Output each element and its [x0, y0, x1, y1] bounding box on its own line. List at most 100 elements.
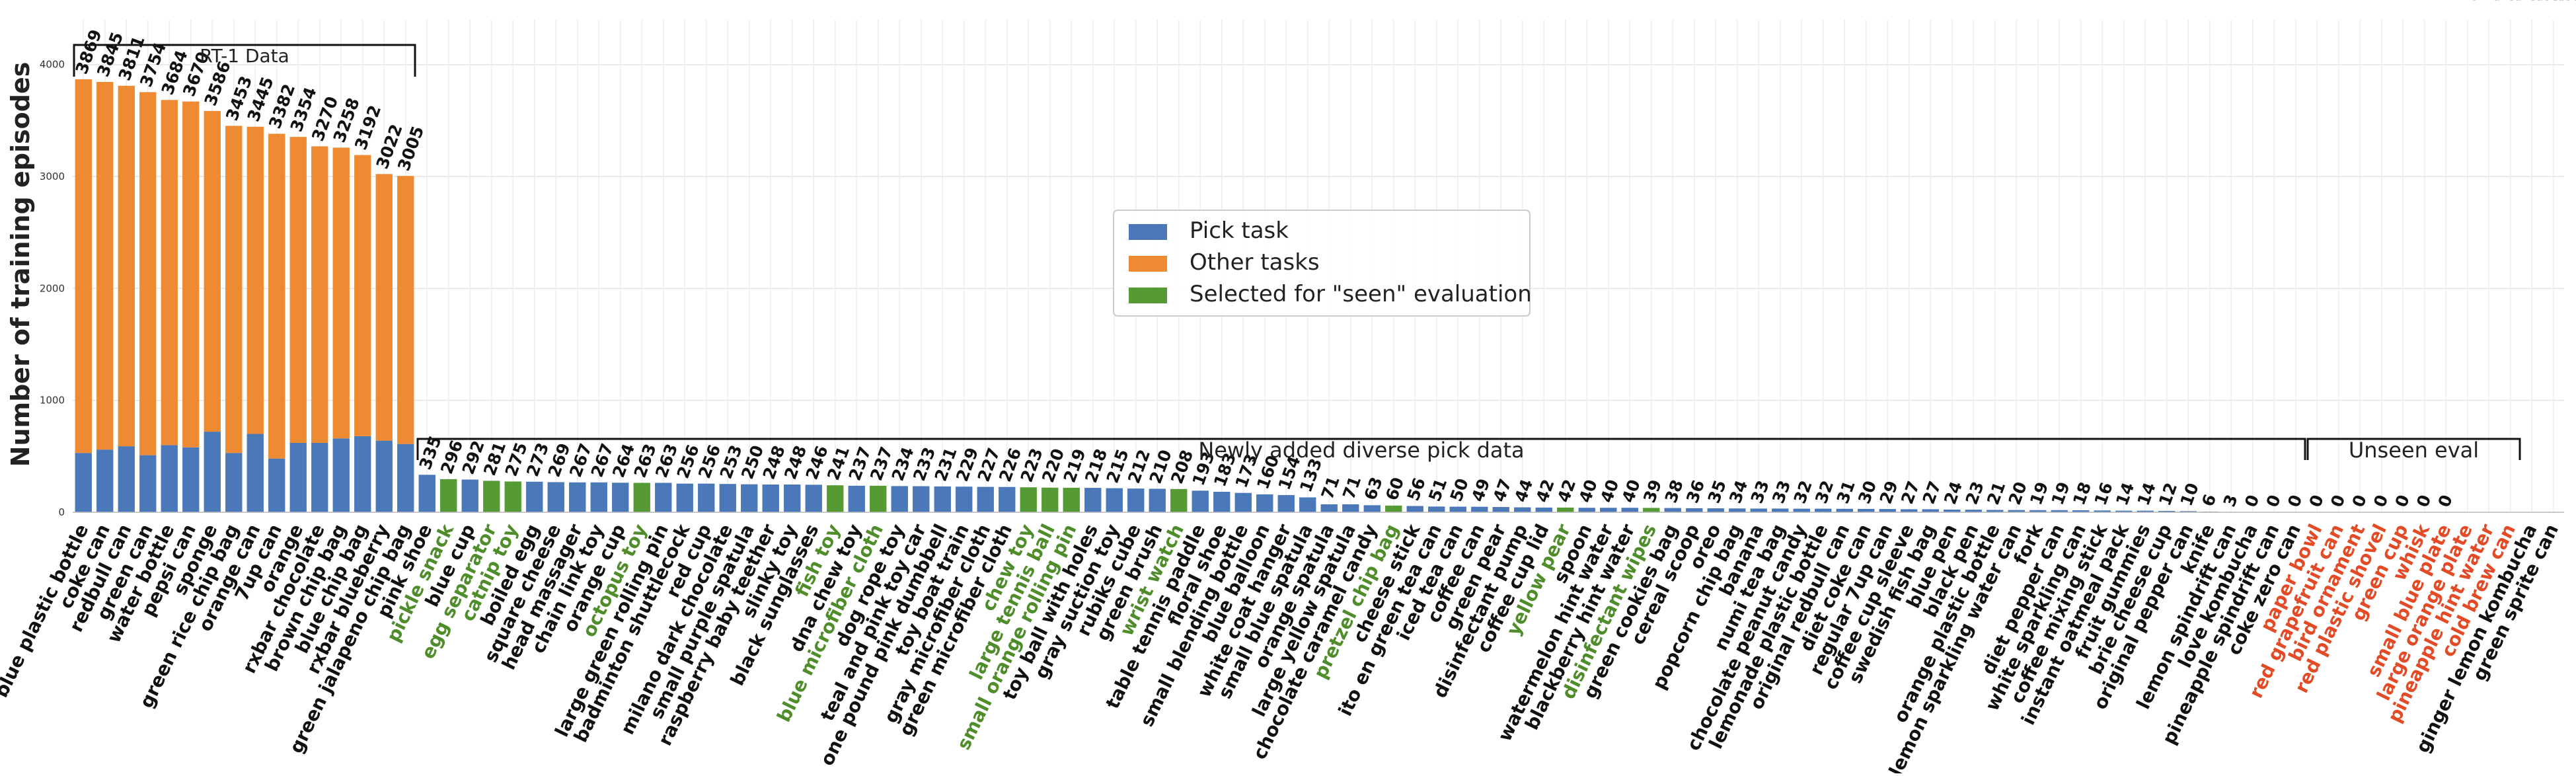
value-label: 50	[1447, 476, 1472, 504]
bar-pick	[1514, 507, 1531, 512]
bar-pick	[289, 443, 307, 512]
bar-pick	[676, 483, 693, 512]
value-label: 42	[1554, 477, 1579, 505]
value-label: 47	[1490, 476, 1515, 504]
bar-other	[182, 101, 200, 447]
bar-other	[289, 137, 307, 444]
bar-pick	[934, 486, 951, 512]
value-label: 6	[2198, 492, 2220, 509]
value-label: 49	[1468, 476, 1494, 504]
bar-pick	[161, 445, 178, 512]
value-label: 63	[1361, 475, 1386, 503]
group-bracket	[2306, 438, 2521, 460]
bar-pick	[1471, 506, 1488, 512]
bar-pick	[762, 485, 779, 512]
value-label: 12	[2155, 480, 2181, 508]
y-tick-label: 4000	[40, 59, 65, 71]
group-bracket	[416, 438, 2306, 460]
value-label: 10	[2177, 481, 2203, 509]
bar-pick	[2029, 510, 2047, 512]
bar-pick	[139, 455, 157, 512]
bar-pick	[354, 436, 371, 512]
bar-pick	[2008, 510, 2025, 512]
bar-pick	[182, 447, 200, 512]
bar-pick	[1385, 505, 1402, 512]
value-label: 39	[1640, 477, 1665, 506]
y-tick-label: 1000	[40, 395, 65, 407]
bar-pick	[827, 485, 844, 512]
group-bracket-label: Newly added diverse pick data	[1198, 438, 1524, 463]
bar-pick	[118, 446, 135, 512]
value-label: undefined	[2470, 0, 2564, 4]
bar-pick	[1127, 488, 1145, 512]
y-tick-label: 3000	[40, 171, 65, 182]
bar-pick	[1449, 506, 1466, 512]
bar-pick	[1320, 504, 1338, 512]
bar-pick	[1106, 488, 1123, 512]
value-label: 27	[1897, 479, 1923, 507]
value-label: 16	[2091, 480, 2117, 508]
value-label: undefined	[2513, 0, 2576, 4]
bar-pick	[1428, 506, 1445, 512]
legend-label-other: Other tasks	[1190, 249, 1320, 276]
bar-pick	[1922, 509, 1939, 512]
bar-pick	[1535, 507, 1552, 512]
value-label: undefined	[2534, 0, 2576, 4]
bar-pick	[246, 434, 264, 512]
legend-frame	[1113, 210, 1531, 317]
value-label: 51	[1425, 476, 1451, 504]
value-label: 0	[2435, 492, 2456, 510]
value-label: 18	[2069, 479, 2095, 508]
legend-label-pick: Pick task	[1190, 217, 1289, 244]
bar-pick	[1063, 487, 1080, 512]
value-label: 32	[1790, 478, 1816, 506]
value-label: 0	[2263, 492, 2285, 510]
bar-pick	[1234, 492, 1252, 512]
value-label: 33	[1768, 478, 1794, 506]
bar-pick	[719, 484, 736, 512]
bar-pick	[1342, 504, 1359, 512]
bar-other	[246, 126, 264, 434]
bar-other	[354, 155, 371, 436]
legend-swatch-other	[1129, 256, 1167, 272]
value-label: 27	[1919, 479, 1945, 507]
y-axis-label: Number of training episodes	[6, 62, 35, 467]
bar-pick	[1149, 488, 1166, 512]
bar-pick	[1192, 490, 1209, 512]
value-label: 31	[1833, 478, 1859, 506]
bar-pick	[848, 485, 865, 512]
value-label: 0	[2306, 492, 2328, 510]
value-label: 0	[2413, 492, 2435, 510]
value-label: 0	[2392, 492, 2413, 510]
bar-pick	[891, 486, 908, 512]
bar-pick	[1557, 507, 1574, 512]
bar-pick	[1643, 508, 1660, 512]
bar-pick	[2051, 510, 2068, 512]
bar-other	[397, 176, 414, 444]
bar-other	[311, 146, 328, 444]
bar-pick	[913, 486, 930, 512]
value-label: 40	[1618, 477, 1644, 506]
value-label: undefined	[2556, 0, 2576, 4]
bar-pick	[1277, 494, 1295, 512]
bar-other	[268, 134, 285, 459]
bar-pick	[1578, 508, 1595, 512]
value-label: 0	[2241, 492, 2263, 510]
bar-pick	[1815, 508, 1832, 512]
bar-pick	[504, 481, 521, 512]
bar-pick	[526, 481, 543, 512]
y-tick-label: 2000	[40, 282, 65, 294]
bar-pick	[1042, 487, 1059, 512]
bar-pick	[1750, 508, 1767, 512]
bar-pick	[977, 486, 994, 512]
bar-pick	[332, 438, 350, 512]
bar-pick	[2179, 511, 2197, 512]
bar-pick	[483, 481, 500, 512]
bar-pick	[1879, 509, 1896, 512]
bar-pick	[75, 453, 92, 512]
value-label: 40	[1575, 477, 1601, 506]
bar-other	[118, 85, 135, 447]
